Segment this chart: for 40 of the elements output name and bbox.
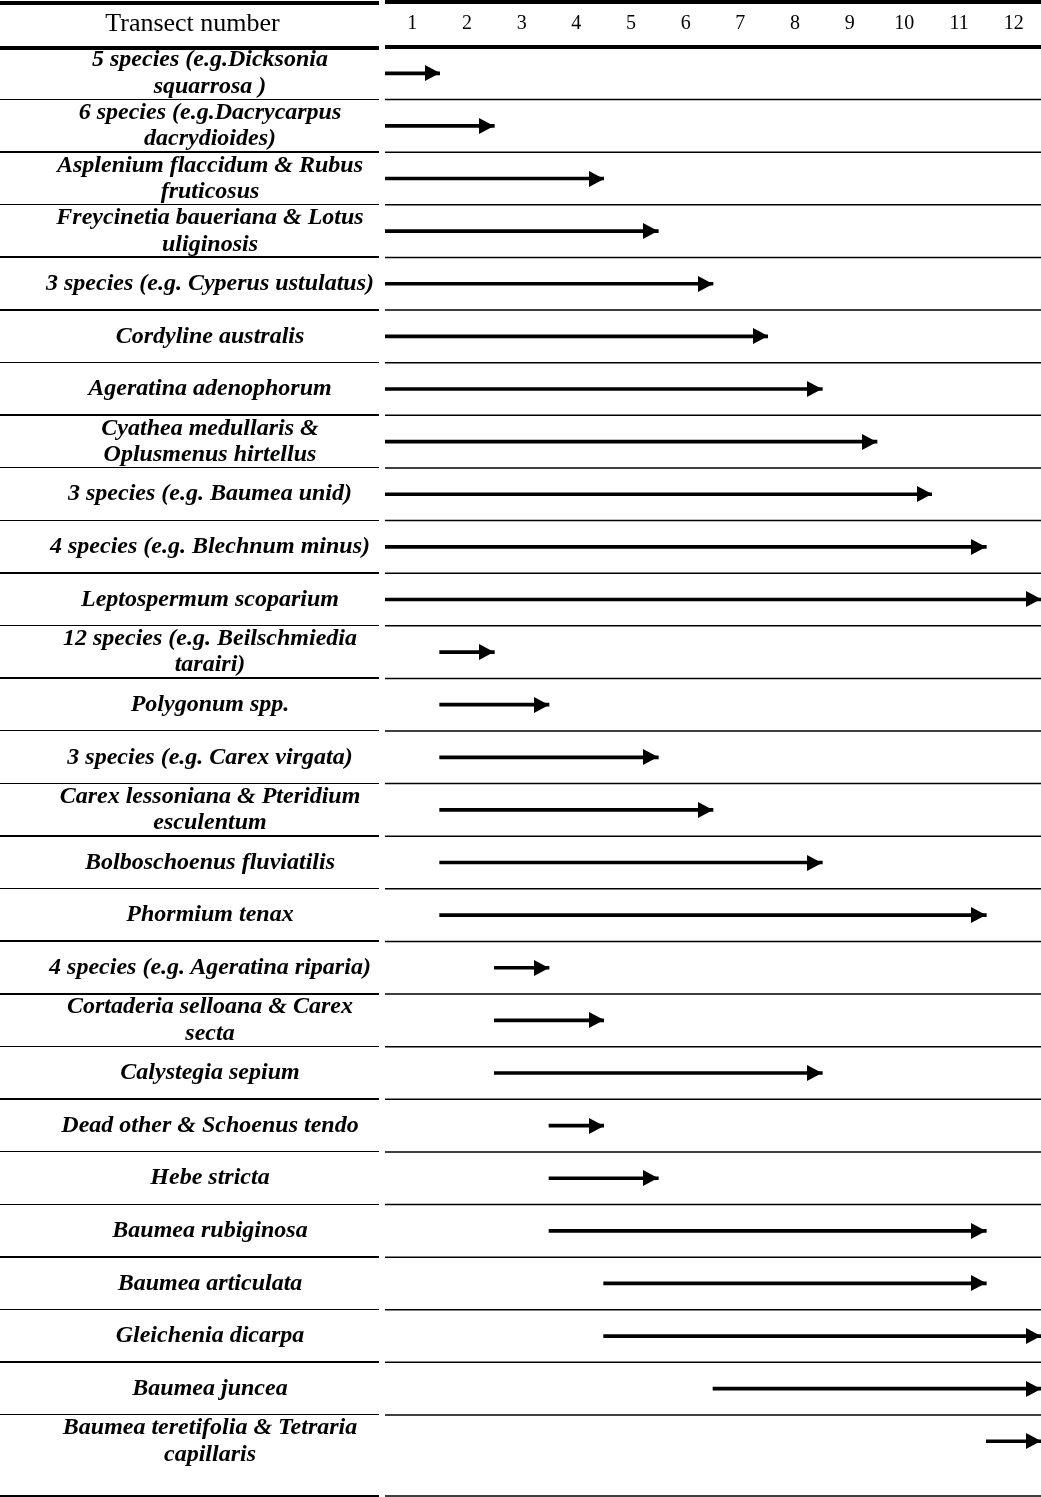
y-tick-label: Gleichenia dicarpa bbox=[115, 1321, 305, 1348]
y-tick-label: Baumea articulata bbox=[116, 1268, 303, 1295]
x-tick-label: 1 bbox=[407, 11, 418, 34]
x-tick-label: 9 bbox=[844, 11, 855, 34]
y-tick-label: 3 species (e.g. Cyperus ustulatus) bbox=[44, 268, 374, 295]
y-tick-label: 5 species (e.g.Dicksonia squarrosa ) bbox=[92, 45, 328, 98]
y-tick-label: 4 species (e.g. Blechnum minus) bbox=[48, 532, 370, 559]
y-tick-label: Ageratina adenophorum bbox=[86, 374, 332, 401]
x-tick-label: 10 bbox=[894, 11, 915, 34]
y-tick-label: 3 species (e.g. Baumea unid) bbox=[67, 479, 352, 506]
y-tick-label: Baumea rubiginosa bbox=[111, 1216, 308, 1243]
y-tick-label: Cyathea medullaris & Oplusmenus hirtellus bbox=[101, 413, 319, 467]
y-tick-label: 12 species (e.g. Beilschmiedia tarairi) bbox=[63, 624, 357, 677]
y-tick-label: Phormium tenax bbox=[125, 900, 294, 927]
y-tick-label: Freycinetia baueriana & Lotus uliginosis bbox=[55, 203, 364, 256]
x-tick-label: 3 bbox=[516, 11, 527, 34]
y-tick-label: Cordyline australis bbox=[115, 321, 305, 348]
y-tick-label: Bolboschoenus fluviatilis bbox=[83, 847, 336, 874]
y-tick-label: Cortaderia selloana & Carex secta bbox=[66, 992, 354, 1045]
x-tick-label: 2 bbox=[462, 11, 472, 34]
x-tick-label: 6 bbox=[680, 11, 691, 34]
x-tick-label: 11 bbox=[949, 11, 969, 34]
x-axis-title: Transect number bbox=[105, 8, 281, 38]
y-tick-label: 6 species (e.g.Dacrycarpus dacrydioides) bbox=[78, 97, 342, 151]
x-tick-label: 12 bbox=[1003, 11, 1024, 34]
x-tick-label: 4 bbox=[571, 11, 582, 34]
y-tick-label: Asplenium flaccidum & Rubus fruticosus bbox=[54, 150, 364, 203]
y-tick-label: Carex lessoniana & Pteridium esculentum bbox=[59, 781, 361, 835]
y-tick-label: Leptospermum scoparium bbox=[79, 584, 339, 611]
x-tick-label: 8 bbox=[790, 11, 800, 34]
y-tick-label: 3 species (e.g. Carex virgata) bbox=[66, 742, 353, 769]
y-tick-label: Calystegia sepium bbox=[120, 1058, 300, 1085]
y-tick-label: Baumea teretifolia & Tetraria capillaris bbox=[61, 1413, 358, 1466]
y-tick-label: Baumea juncea bbox=[131, 1373, 288, 1400]
y-tick-label: Hebe stricta bbox=[149, 1163, 270, 1190]
y-tick-label: Polygonum spp. bbox=[129, 689, 290, 716]
y-tick-label: 4 species (e.g. Ageratina riparia) bbox=[48, 952, 371, 979]
x-tick-label: 7 bbox=[735, 11, 746, 34]
x-tick-label: 5 bbox=[626, 11, 636, 34]
y-tick-label: Dead other & Schoenus tendo bbox=[60, 1110, 359, 1137]
